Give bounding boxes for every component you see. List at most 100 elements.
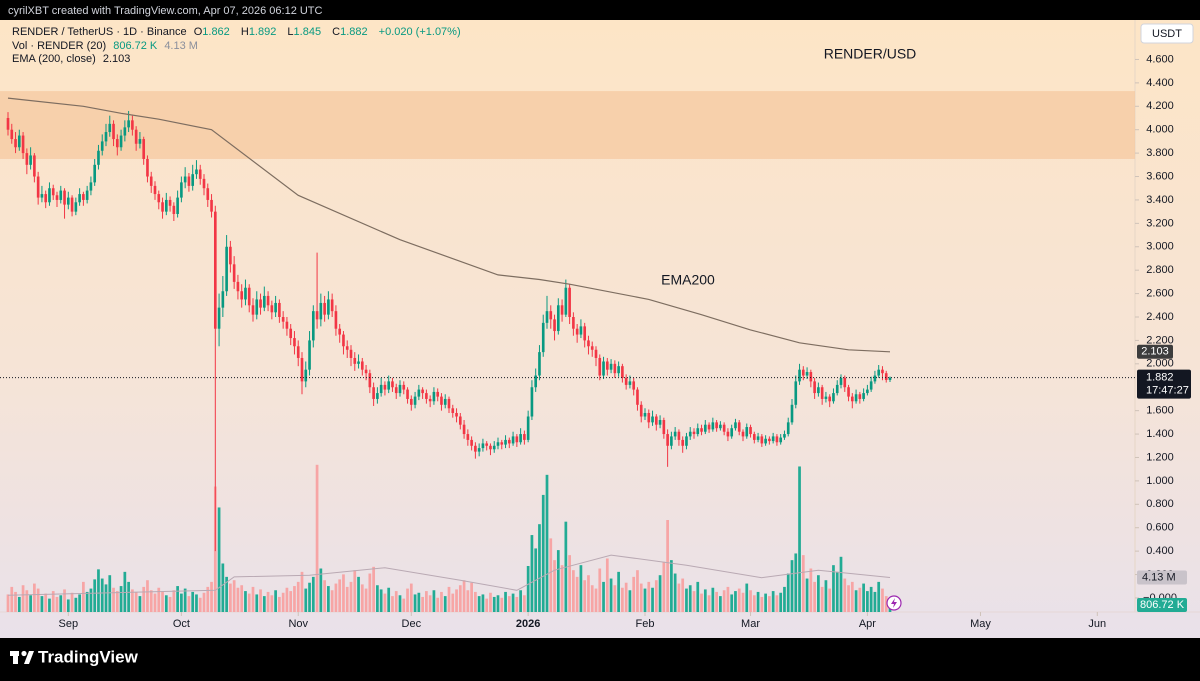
- candle-body: [737, 422, 741, 432]
- volume-bar: [409, 583, 413, 612]
- candle-body: [643, 412, 647, 417]
- volume-bar: [477, 596, 481, 612]
- candle-body: [398, 384, 402, 394]
- candle-body: [183, 176, 187, 183]
- volume-bar: [526, 566, 530, 612]
- candle-body: [847, 387, 850, 397]
- volume-bar: [752, 595, 756, 612]
- volume-bar: [779, 592, 783, 612]
- candle-body: [29, 155, 32, 165]
- candle-body: [881, 369, 884, 374]
- volume-bar: [240, 585, 244, 612]
- candle-body: [319, 302, 323, 320]
- candle-body: [51, 188, 55, 196]
- volume-bar: [504, 591, 507, 612]
- x-tick-label: Mar: [741, 618, 760, 630]
- volume-bar: [877, 581, 881, 612]
- volume-bar: [153, 593, 157, 612]
- candle-body: [764, 438, 767, 444]
- volume-bar: [221, 563, 225, 612]
- volume-bar: [66, 599, 70, 612]
- candle-body: [485, 443, 489, 446]
- candle-body: [44, 194, 48, 203]
- candle-body: [451, 408, 455, 413]
- x-tick-label: Apr: [859, 618, 876, 630]
- candle-body: [481, 443, 485, 449]
- candle-body: [711, 422, 715, 430]
- candle-body: [824, 396, 828, 399]
- y-tick-label: 1.600: [1146, 405, 1174, 417]
- y-tick-label: 3.600: [1146, 170, 1174, 182]
- currency: USDT: [1152, 28, 1182, 40]
- candle-body: [575, 328, 579, 335]
- y-tick-label: 3.200: [1146, 217, 1174, 229]
- candle-body: [425, 393, 428, 399]
- volume-bar: [372, 566, 375, 612]
- volume-bar: [308, 582, 311, 612]
- candle-body: [752, 434, 756, 440]
- candle-body: [858, 394, 862, 399]
- volume-bar: [168, 596, 172, 612]
- volume-bar: [530, 535, 534, 612]
- volume-bar: [621, 587, 624, 612]
- volume-bar: [202, 592, 206, 612]
- candle-body: [443, 398, 447, 405]
- candle-body: [394, 387, 398, 394]
- volume-bar: [462, 580, 466, 612]
- volume-bar: [696, 581, 700, 612]
- brand: TradingView: [38, 647, 139, 666]
- volume-bar: [794, 553, 798, 612]
- volume-bar: [869, 586, 873, 612]
- candle-body: [10, 129, 14, 140]
- volume-bar: [40, 596, 44, 612]
- volume-bar: [127, 581, 130, 612]
- candle-body: [515, 436, 519, 443]
- candle-body: [538, 352, 541, 376]
- volume-bar: [707, 595, 711, 612]
- ohlc-letter: O: [193, 26, 203, 38]
- candle-body: [153, 185, 157, 195]
- volume-bar: [6, 594, 10, 612]
- y-tick-label: 0.800: [1146, 498, 1174, 510]
- volume-bar: [383, 593, 387, 612]
- volume-bar: [244, 591, 247, 612]
- candle-body: [138, 139, 142, 144]
- candle-body: [421, 389, 424, 394]
- candle-body: [639, 404, 643, 417]
- candle-body: [323, 302, 326, 315]
- candle-body: [6, 117, 10, 130]
- volume-bar: [176, 586, 179, 612]
- high: 1.892: [248, 26, 277, 38]
- candle-body: [745, 427, 749, 437]
- candle-body: [36, 176, 40, 198]
- volume-bar: [217, 507, 221, 612]
- currency-box: [1140, 23, 1194, 44]
- candle-body: [749, 427, 752, 435]
- y-tick-label: 3.400: [1146, 194, 1174, 206]
- candle-body: [187, 176, 191, 186]
- candle-body: [696, 428, 700, 435]
- annotation: EMA200: [661, 272, 715, 288]
- volume-bar: [210, 581, 213, 612]
- candle-body: [353, 357, 357, 364]
- candle-body: [523, 434, 526, 440]
- volume-bar: [583, 580, 587, 612]
- candle-body: [251, 305, 255, 315]
- volume-name: Vol · RENDER (20): [12, 39, 107, 52]
- change: +0.020 (+1.07%): [378, 26, 461, 38]
- candle-body: [108, 123, 112, 133]
- candle-body: [779, 437, 783, 443]
- volume-bar: [786, 573, 790, 612]
- candle-body: [873, 375, 877, 382]
- candle-body: [172, 205, 176, 214]
- candle-body: [579, 326, 583, 335]
- volume-bar: [330, 590, 334, 612]
- volume-bar: [296, 581, 300, 612]
- volume-bar: [440, 591, 443, 612]
- volume-bar: [579, 565, 583, 612]
- volume-bar: [858, 587, 862, 612]
- volume-bar: [360, 584, 364, 612]
- volume-bar: [198, 597, 202, 612]
- candle-body: [685, 436, 688, 446]
